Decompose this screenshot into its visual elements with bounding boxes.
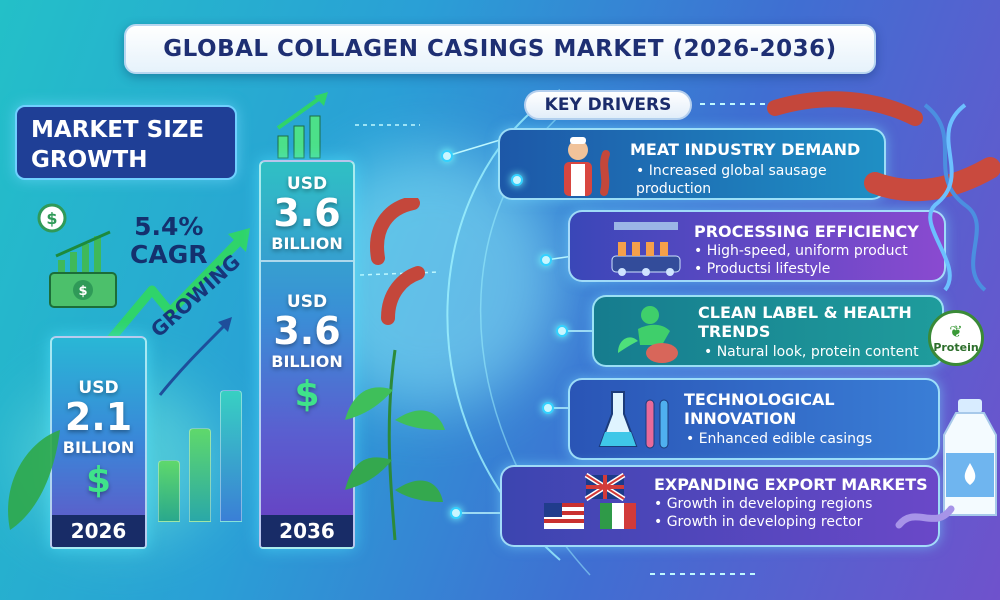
health-icon	[618, 306, 678, 363]
key-drivers-heading: KEY DRIVERS	[524, 90, 692, 120]
bar-2036-dollar-icon: $	[294, 374, 320, 415]
cagr-value: 5.4%	[134, 212, 204, 241]
market-bar-2026: USD 2.1 BILLION $ 2026	[50, 336, 147, 549]
driver-bullet: • Growth in developing regions	[654, 496, 873, 512]
connector-node	[542, 402, 554, 414]
driver-card-export: EXPANDING EXPORT MARKETS • Growth in dev…	[500, 465, 940, 547]
palm-leaf-icon	[345, 349, 445, 541]
connector-node	[450, 507, 462, 519]
growth-bar	[158, 460, 180, 522]
driver-bullet: • Productsi lifestyle	[694, 261, 831, 277]
growth-bar	[220, 390, 242, 522]
driver-card-clean-label: CLEAN LABEL & HEALTH TRENDS • Natural lo…	[592, 295, 944, 367]
bar-2026-dollar-icon: $	[85, 460, 112, 501]
mini-bar-chart-icon	[276, 92, 328, 159]
driver-title: EXPANDING EXPORT MARKETS	[654, 475, 928, 494]
dna-helix-icon	[923, 103, 987, 292]
market-bar-2036: USD 3.6 BILLION USD 3.6 BILLION $ 2036	[259, 160, 355, 549]
bar-2036-currency: USD	[286, 174, 328, 194]
connector-node	[511, 174, 523, 186]
driver-bullet: • Natural look, protein content	[704, 344, 919, 360]
bar-2036-value-2: 3.6	[273, 309, 341, 353]
cagr-label: CAGR	[130, 240, 208, 269]
driver-bullet: • High-speed, uniform product	[694, 243, 908, 259]
leaf-icon: ❦	[949, 322, 963, 341]
bar-2036-unit-2: BILLION	[271, 352, 343, 371]
driver-title: CLEAN LABEL & HEALTH TRENDS	[698, 303, 912, 341]
driver-title: PROCESSING EFFICIENCY	[694, 222, 919, 241]
casing-icon	[895, 505, 955, 529]
flags-icon	[544, 473, 636, 529]
bar-2036-year: 2036	[261, 515, 353, 547]
leaf-icon	[8, 430, 61, 530]
connector-node	[556, 325, 568, 337]
sausage-icon	[370, 198, 425, 325]
money-chart-icon: $ $	[37, 203, 117, 308]
driver-bullet: • Increased global sausage production	[636, 163, 827, 197]
factory-icon	[611, 222, 681, 276]
sausage-icon	[767, 91, 1000, 202]
driver-card-meat: MEAT INDUSTRY DEMAND • Increased global …	[498, 128, 886, 200]
bar-2026-currency: USD	[78, 378, 119, 398]
driver-bullet: • Growth in developing rector	[654, 514, 863, 530]
growth-arrow-icon	[106, 228, 250, 396]
bar-2036-currency-2: USD	[286, 292, 328, 312]
connector-node	[441, 150, 453, 162]
page-title: GLOBAL COLLAGEN CASINGS MARKET (2026-203…	[124, 24, 876, 74]
bar-2036-value: 3.6	[273, 191, 341, 235]
market-size-heading: MARKET SIZE GROWTH	[15, 105, 237, 180]
bar-2036-unit: BILLION	[271, 234, 343, 253]
driver-title: MEAT INDUSTRY DEMAND	[630, 140, 861, 159]
driver-card-technology: TECHNOLOGICAL INNOVATION • Enhanced edib…	[568, 378, 940, 460]
butcher-icon	[564, 137, 610, 196]
connector-node	[540, 254, 552, 266]
protein-label: Protein	[933, 341, 979, 354]
svg-text:$: $	[46, 209, 57, 228]
bar-2026-unit: BILLION	[62, 438, 135, 457]
lab-flask-icon	[598, 391, 669, 449]
bar-2026-year: 2026	[52, 515, 145, 547]
cagr-block: 5.4% CAGR	[130, 213, 207, 269]
driver-card-processing: PROCESSING EFFICIENCY • High-speed, unif…	[568, 210, 946, 282]
bar-divider	[261, 260, 353, 262]
driver-title: TECHNOLOGICAL INNOVATION	[684, 390, 835, 428]
growth-bar	[189, 428, 211, 522]
bar-2026-value: 2.1	[64, 395, 133, 439]
milk-bottle-icon	[943, 399, 997, 516]
driver-bullet: • Enhanced edible casings	[686, 431, 873, 447]
svg-text:$: $	[78, 284, 87, 299]
protein-badge: ❦ Protein	[928, 310, 984, 366]
